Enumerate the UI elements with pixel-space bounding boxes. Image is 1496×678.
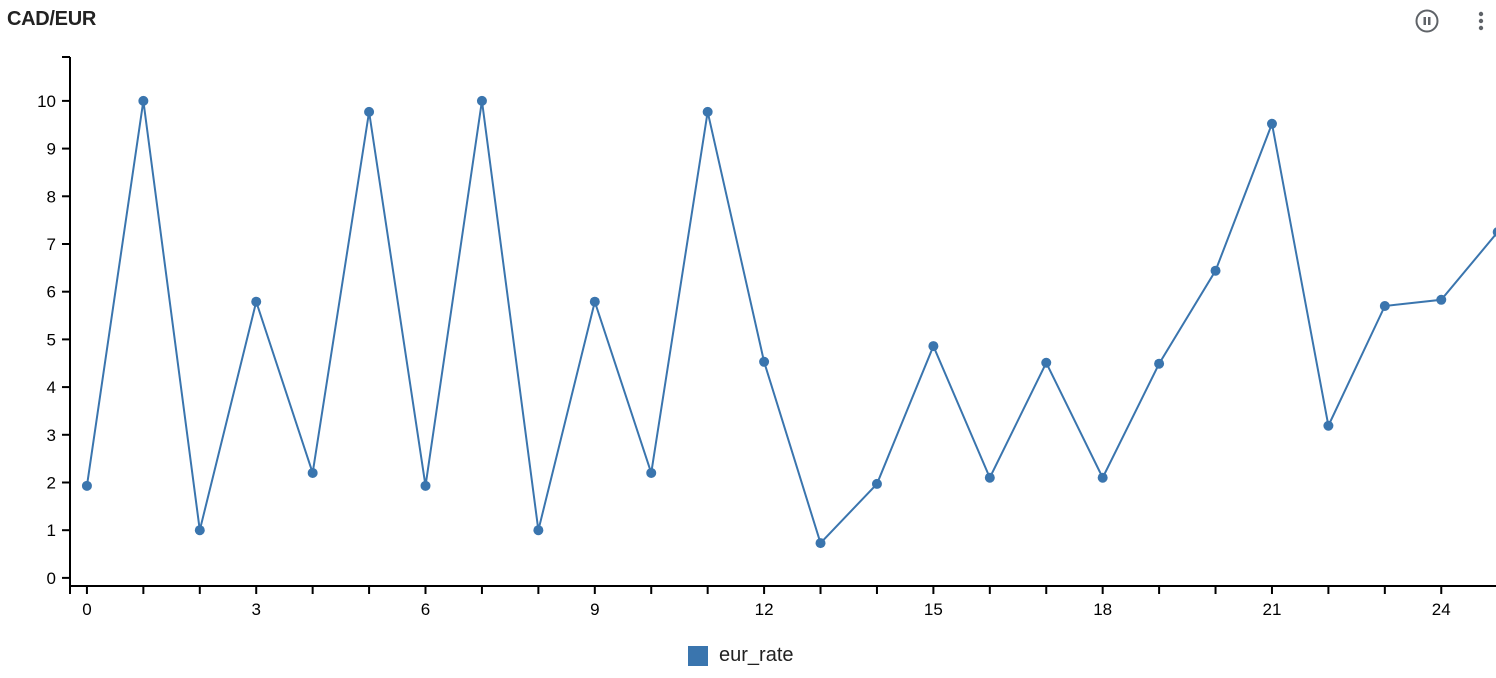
- x-tick-label: 6: [421, 600, 430, 619]
- data-point: [646, 467, 657, 478]
- y-tick-label: 1: [47, 521, 56, 540]
- y-tick-label: 0: [47, 569, 56, 588]
- legend: eur_rate: [688, 644, 794, 667]
- x-tick-label: 15: [924, 600, 943, 619]
- data-point: [81, 480, 92, 491]
- x-tick-label: 12: [755, 600, 774, 619]
- data-point: [589, 296, 600, 307]
- y-tick-label: 3: [47, 426, 56, 445]
- data-point: [1210, 265, 1221, 276]
- x-tick-label: 9: [590, 600, 599, 619]
- data-point: [1041, 357, 1052, 368]
- y-tick-label: 5: [47, 330, 56, 349]
- y-tick-label: 2: [47, 473, 56, 492]
- data-point: [1436, 294, 1447, 305]
- x-tick-label: 3: [251, 600, 260, 619]
- data-point: [476, 95, 487, 106]
- x-tick-label: 24: [1432, 600, 1451, 619]
- y-tick-label: 7: [47, 235, 56, 254]
- data-point: [420, 480, 431, 491]
- y-tick-label: 6: [47, 283, 56, 302]
- y-tick-label: 8: [47, 187, 56, 206]
- series-line: [85, 100, 1496, 545]
- data-point: [251, 296, 262, 307]
- y-tick-label: 9: [47, 140, 56, 159]
- data-point: [138, 95, 149, 106]
- data-point: [1323, 420, 1334, 431]
- legend-swatch: [688, 645, 708, 666]
- data-point: [1266, 118, 1277, 129]
- data-point: [1097, 472, 1108, 483]
- data-point: [194, 525, 205, 536]
- data-point: [815, 538, 826, 549]
- data-point: [984, 472, 995, 483]
- data-point: [1379, 300, 1390, 311]
- chart-title: CAD/EUR: [7, 8, 97, 30]
- data-point: [928, 341, 939, 352]
- data-point: [1154, 358, 1165, 369]
- x-tick-label: 0: [82, 600, 91, 619]
- data-point: [759, 356, 770, 367]
- y-tick-label: 10: [37, 92, 56, 111]
- data-point: [307, 467, 318, 478]
- more-vertical-icon[interactable]: [1466, 10, 1496, 32]
- legend-label: eur_rate: [719, 644, 794, 666]
- x-tick-label: 21: [1263, 600, 1282, 619]
- data-point: [364, 106, 375, 117]
- data-point: [702, 106, 713, 117]
- pause-circle-icon[interactable]: [1414, 8, 1440, 34]
- x-tick-label: 18: [1093, 600, 1112, 619]
- data-point: [1492, 227, 1496, 237]
- data-point: [533, 525, 544, 536]
- y-tick-label: 4: [47, 378, 56, 397]
- data-point: [871, 478, 882, 489]
